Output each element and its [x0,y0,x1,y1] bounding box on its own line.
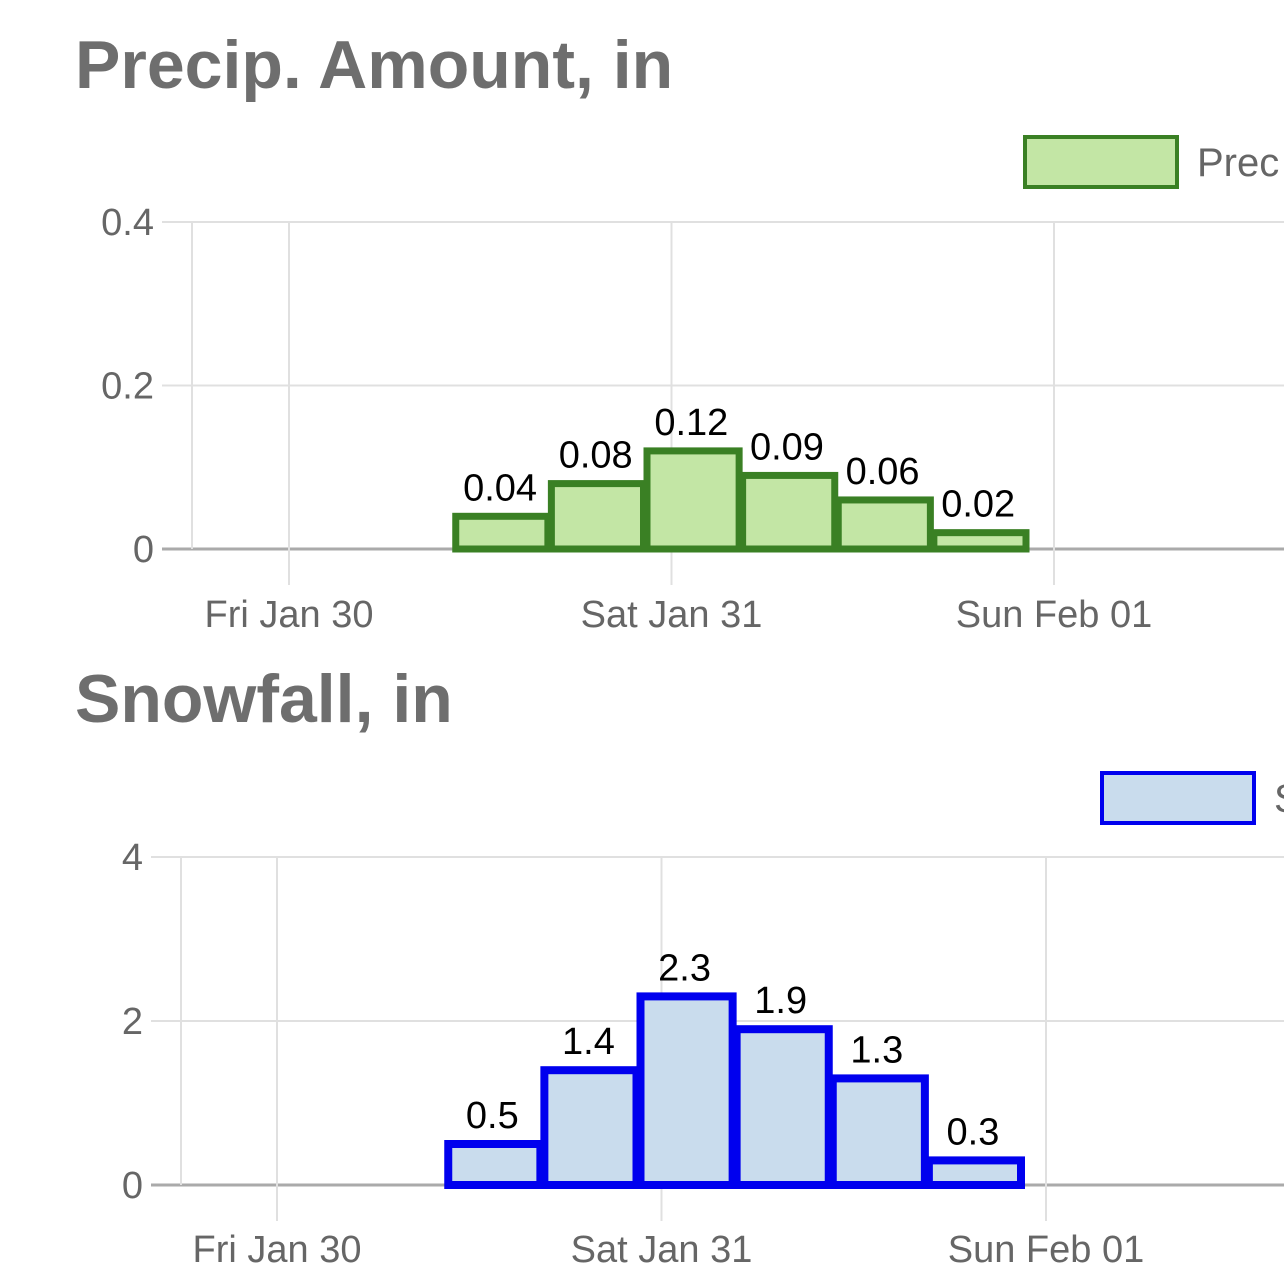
legend-label[interactable]: S [1274,777,1284,821]
data-label: 1.3 [850,1029,903,1071]
data-label: 0.09 [750,426,824,468]
legend-swatch[interactable] [1023,135,1179,189]
bar[interactable] [540,1066,641,1189]
data-label: 0.5 [466,1095,519,1137]
data-label: 0.04 [463,467,537,509]
legend-swatch[interactable] [1100,771,1256,825]
data-label: 0.12 [654,402,728,444]
legend-label[interactable]: Prec [1197,141,1279,185]
chart-0: Precip. Amount, in 0 0.2 0.4 Fri Jan 30 Sat J… [75,27,1284,636]
y-tick-label: 0 [133,529,154,571]
bar[interactable] [547,480,647,553]
y-tick-label: 0.2 [101,366,154,408]
bar[interactable] [930,529,1030,553]
data-label: 1.9 [754,980,807,1022]
x-tick-label: Sat Jan 31 [571,1229,753,1271]
bar[interactable] [924,1156,1025,1190]
data-label: 1.4 [562,1021,615,1063]
y-tick-label: 0.4 [101,202,154,244]
x-tick-label: Sat Jan 31 [581,594,763,636]
bar[interactable] [444,1140,545,1189]
data-label: 2.3 [658,947,711,989]
bar[interactable] [828,1074,929,1190]
x-tick-label: Fri Jan 30 [193,1229,362,1271]
data-label: 0.06 [846,451,920,493]
x-tick-label: Fri Jan 30 [205,594,374,636]
bar[interactable] [739,471,839,553]
bar[interactable] [643,447,743,553]
data-label: 0.08 [559,435,633,477]
bar[interactable] [834,496,934,553]
bar[interactable] [732,1025,833,1189]
chart-title: Snowfall, in [75,661,453,737]
bar[interactable] [636,992,737,1190]
y-tick-label: 2 [122,1001,143,1043]
x-tick-label: Sun Feb 01 [956,594,1152,636]
y-tick-label: 0 [122,1165,143,1207]
data-label: 0.02 [941,484,1015,526]
bar[interactable] [452,512,552,553]
chart-title: Precip. Amount, in [75,27,673,103]
x-tick-label: Sun Feb 01 [948,1229,1144,1271]
data-label: 0.3 [947,1111,1000,1153]
chart-1: Snowfall, in 0 2 4 Fri Jan 30 Sat Jan 31 Sun F… [75,661,1284,1271]
y-tick-label: 4 [122,837,143,879]
